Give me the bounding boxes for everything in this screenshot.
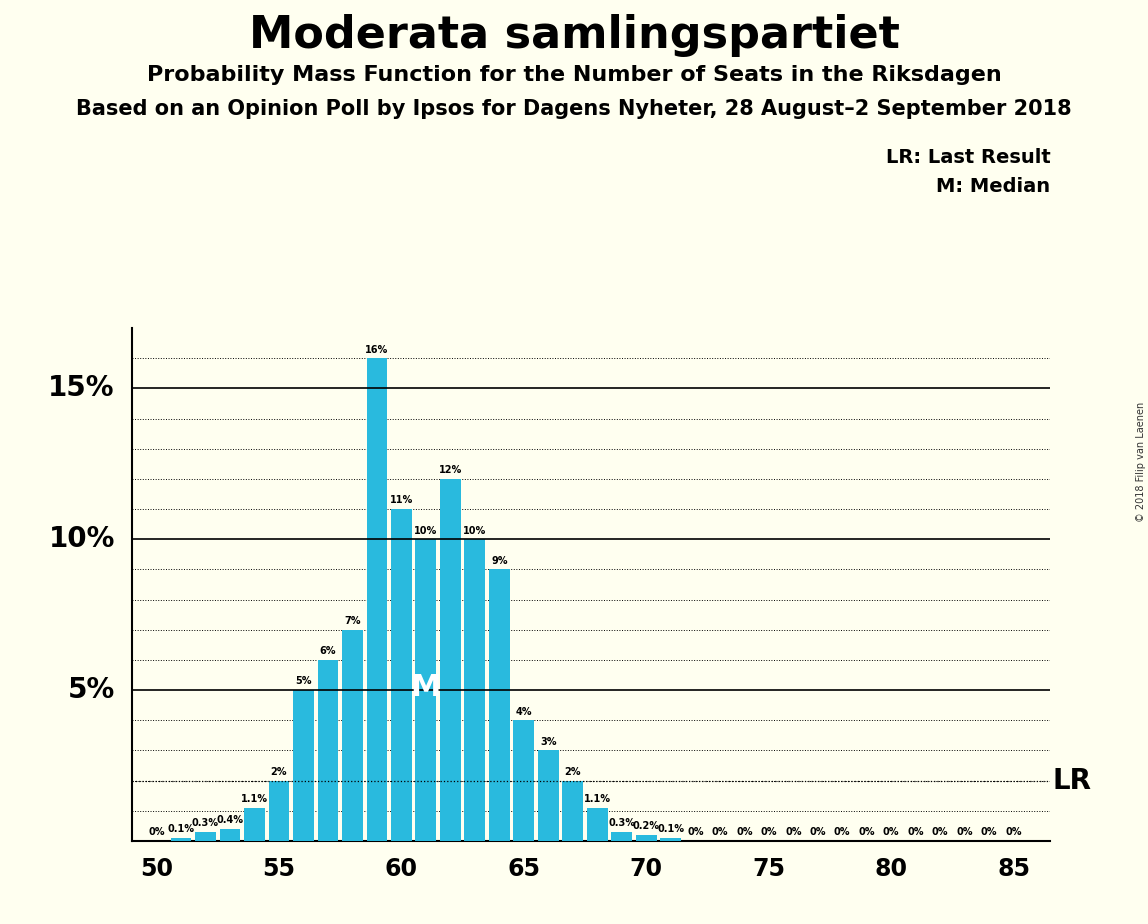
Text: 0%: 0% [785, 827, 801, 837]
Text: 0%: 0% [932, 827, 948, 837]
Text: 10%: 10% [48, 525, 115, 553]
Bar [636, 834, 657, 841]
Text: 4%: 4% [515, 707, 533, 716]
Text: 12%: 12% [439, 465, 461, 475]
Text: LR: Last Result: LR: Last Result [885, 148, 1050, 167]
Text: 3%: 3% [540, 736, 557, 747]
Bar [660, 838, 681, 841]
Text: 0.3%: 0.3% [608, 818, 635, 828]
Bar [440, 479, 460, 841]
Text: 0%: 0% [809, 827, 827, 837]
Text: 2%: 2% [565, 767, 581, 777]
Text: 0%: 0% [687, 827, 704, 837]
Text: 0.2%: 0.2% [633, 821, 660, 832]
Text: 0%: 0% [859, 827, 875, 837]
Bar [195, 832, 216, 841]
Bar [391, 509, 412, 841]
Text: 0%: 0% [712, 827, 728, 837]
Text: M: Median: M: Median [937, 177, 1050, 197]
Bar [563, 781, 583, 841]
Text: 0%: 0% [956, 827, 974, 837]
Text: LR: LR [1053, 767, 1092, 795]
Bar [465, 540, 486, 841]
Text: 0.3%: 0.3% [192, 818, 219, 828]
Text: 0%: 0% [833, 827, 851, 837]
Bar [318, 660, 339, 841]
Text: 0%: 0% [148, 827, 165, 837]
Text: 15%: 15% [48, 374, 115, 402]
Text: 16%: 16% [365, 345, 388, 355]
Text: 0%: 0% [980, 827, 998, 837]
Text: 0.1%: 0.1% [168, 824, 194, 834]
Bar [538, 750, 559, 841]
Text: 0%: 0% [1006, 827, 1022, 837]
Text: 10%: 10% [414, 526, 437, 536]
Text: 0%: 0% [883, 827, 900, 837]
Text: 9%: 9% [491, 555, 507, 565]
Text: 11%: 11% [390, 495, 413, 505]
Text: 0.1%: 0.1% [658, 824, 684, 834]
Bar [219, 829, 240, 841]
Text: 1.1%: 1.1% [584, 794, 611, 804]
Bar [587, 808, 607, 841]
Bar [293, 690, 313, 841]
Text: Based on an Opinion Poll by Ipsos for Dagens Nyheter, 28 August–2 September 2018: Based on an Opinion Poll by Ipsos for Da… [76, 99, 1072, 119]
Text: 0%: 0% [736, 827, 753, 837]
Bar [342, 629, 363, 841]
Text: 5%: 5% [68, 676, 115, 704]
Bar [513, 720, 534, 841]
Text: 7%: 7% [344, 616, 360, 626]
Text: 6%: 6% [319, 646, 336, 656]
Bar [269, 781, 289, 841]
Bar [416, 540, 436, 841]
Text: M: M [411, 673, 441, 702]
Bar [612, 832, 633, 841]
Text: 5%: 5% [295, 676, 312, 687]
Text: Moderata samlingspartiet: Moderata samlingspartiet [249, 14, 899, 57]
Text: 10%: 10% [464, 526, 487, 536]
Text: Probability Mass Function for the Number of Seats in the Riksdagen: Probability Mass Function for the Number… [147, 65, 1001, 85]
Text: 2%: 2% [271, 767, 287, 777]
Bar [489, 569, 510, 841]
Text: 1.1%: 1.1% [241, 794, 267, 804]
Text: 0%: 0% [907, 827, 924, 837]
Bar [171, 838, 192, 841]
Text: 0.4%: 0.4% [217, 815, 243, 825]
Bar [245, 808, 265, 841]
Text: © 2018 Filip van Laenen: © 2018 Filip van Laenen [1135, 402, 1146, 522]
Bar [366, 359, 387, 841]
Text: 0%: 0% [760, 827, 777, 837]
